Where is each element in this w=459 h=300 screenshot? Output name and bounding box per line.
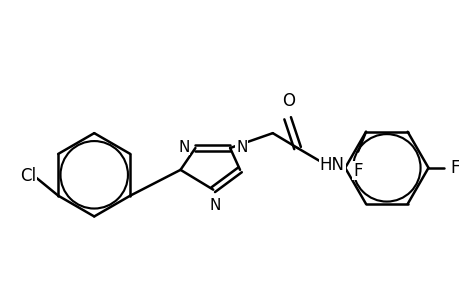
Text: N: N: [235, 140, 247, 154]
Text: N: N: [209, 198, 220, 213]
Text: O: O: [281, 92, 295, 110]
Text: HN: HN: [319, 156, 344, 174]
Text: N: N: [178, 140, 189, 154]
Text: F: F: [449, 159, 459, 177]
Text: Cl: Cl: [20, 167, 36, 185]
Text: F: F: [353, 161, 362, 179]
